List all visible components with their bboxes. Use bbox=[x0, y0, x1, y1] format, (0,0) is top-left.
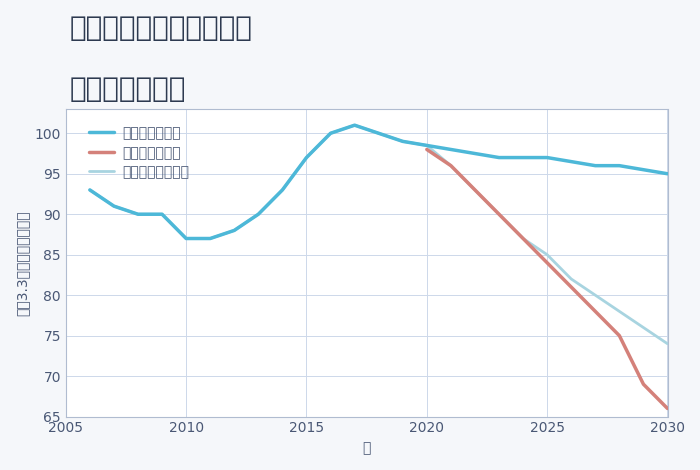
Text: 土地の価格推移: 土地の価格推移 bbox=[70, 75, 186, 103]
ノーマルシナリオ bbox=[326, 131, 335, 136]
ノーマルシナリオ bbox=[182, 235, 190, 241]
ノーマルシナリオ bbox=[398, 139, 407, 144]
グッドシナリオ bbox=[254, 212, 262, 217]
グッドシナリオ bbox=[110, 204, 118, 209]
バッドシナリオ bbox=[423, 147, 431, 152]
グッドシナリオ bbox=[567, 159, 575, 164]
ノーマルシナリオ bbox=[495, 212, 503, 217]
バッドシナリオ bbox=[471, 187, 480, 193]
グッドシナリオ bbox=[278, 187, 286, 193]
バッドシナリオ bbox=[615, 333, 624, 338]
グッドシナリオ bbox=[615, 163, 624, 168]
グッドシナリオ bbox=[230, 227, 239, 233]
グッドシナリオ bbox=[423, 142, 431, 148]
Line: ノーマルシナリオ: ノーマルシナリオ bbox=[90, 125, 668, 344]
ノーマルシナリオ bbox=[567, 276, 575, 282]
グッドシナリオ bbox=[134, 212, 142, 217]
ノーマルシナリオ bbox=[85, 187, 94, 193]
グッドシナリオ bbox=[158, 212, 167, 217]
ノーマルシナリオ bbox=[447, 163, 455, 168]
ノーマルシナリオ bbox=[278, 187, 286, 193]
バッドシナリオ bbox=[591, 308, 599, 314]
グッドシナリオ bbox=[351, 122, 359, 128]
ノーマルシナリオ bbox=[374, 131, 383, 136]
Line: グッドシナリオ: グッドシナリオ bbox=[90, 125, 668, 238]
Legend: グッドシナリオ, バッドシナリオ, ノーマルシナリオ: グッドシナリオ, バッドシナリオ, ノーマルシナリオ bbox=[85, 122, 193, 184]
バッドシナリオ bbox=[447, 163, 455, 168]
グッドシナリオ bbox=[302, 155, 311, 160]
グッドシナリオ bbox=[326, 131, 335, 136]
ノーマルシナリオ bbox=[471, 187, 480, 193]
ノーマルシナリオ bbox=[134, 212, 142, 217]
グッドシナリオ bbox=[374, 131, 383, 136]
バッドシナリオ bbox=[519, 235, 527, 241]
ノーマルシナリオ bbox=[591, 292, 599, 298]
グッドシナリオ bbox=[543, 155, 552, 160]
バッドシナリオ bbox=[567, 284, 575, 290]
グッドシナリオ bbox=[182, 235, 190, 241]
バッドシナリオ bbox=[543, 260, 552, 266]
ノーマルシナリオ bbox=[639, 325, 648, 330]
ノーマルシナリオ bbox=[158, 212, 167, 217]
グッドシナリオ bbox=[398, 139, 407, 144]
グッドシナリオ bbox=[495, 155, 503, 160]
グッドシナリオ bbox=[85, 187, 94, 193]
ノーマルシナリオ bbox=[230, 227, 239, 233]
Line: バッドシナリオ: バッドシナリオ bbox=[427, 149, 668, 408]
ノーマルシナリオ bbox=[254, 212, 262, 217]
X-axis label: 年: 年 bbox=[363, 441, 371, 455]
ノーマルシナリオ bbox=[302, 155, 311, 160]
Text: 兵庫県西宮市今津巽町の: 兵庫県西宮市今津巽町の bbox=[70, 14, 253, 42]
グッドシナリオ bbox=[639, 167, 648, 172]
ノーマルシナリオ bbox=[615, 308, 624, 314]
ノーマルシナリオ bbox=[351, 122, 359, 128]
ノーマルシナリオ bbox=[519, 235, 527, 241]
ノーマルシナリオ bbox=[206, 235, 214, 241]
グッドシナリオ bbox=[591, 163, 599, 168]
グッドシナリオ bbox=[206, 235, 214, 241]
ノーマルシナリオ bbox=[543, 252, 552, 258]
ノーマルシナリオ bbox=[423, 142, 431, 148]
バッドシナリオ bbox=[495, 212, 503, 217]
Y-axis label: 坪（3.3㎡）単価（万円）: 坪（3.3㎡）単価（万円） bbox=[15, 210, 29, 315]
ノーマルシナリオ bbox=[664, 341, 672, 346]
グッドシナリオ bbox=[664, 171, 672, 177]
グッドシナリオ bbox=[471, 151, 480, 157]
バッドシナリオ bbox=[639, 381, 648, 387]
グッドシナリオ bbox=[447, 147, 455, 152]
グッドシナリオ bbox=[519, 155, 527, 160]
バッドシナリオ bbox=[664, 406, 672, 411]
ノーマルシナリオ bbox=[110, 204, 118, 209]
